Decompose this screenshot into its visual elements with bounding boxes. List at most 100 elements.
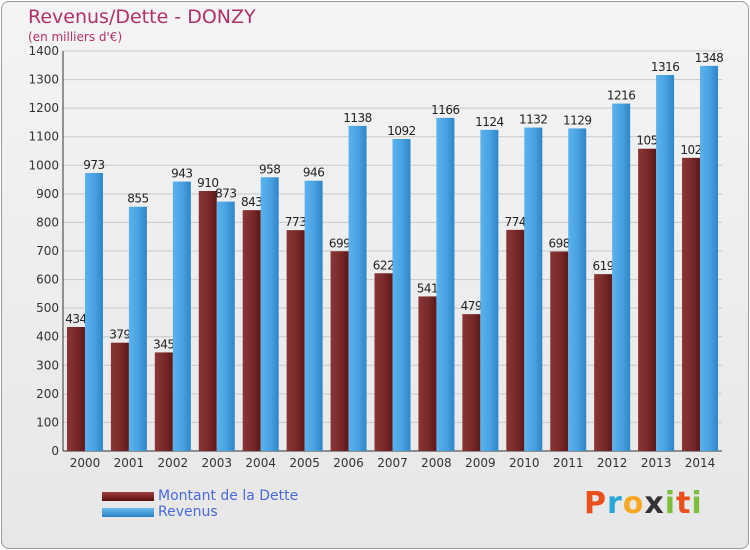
chart-title: Revenus/Dette - DONZY xyxy=(28,6,256,28)
y-tick-label: 400 xyxy=(36,330,59,344)
bar-debt xyxy=(242,210,261,451)
bar-debt xyxy=(682,157,701,451)
logo-letter: r xyxy=(607,486,623,521)
bar-debt xyxy=(550,251,569,451)
legend-label-debt: Montant de la Dette xyxy=(158,488,299,504)
bar-debt xyxy=(506,229,525,451)
logo-letter: i xyxy=(664,486,677,521)
bar-revenue xyxy=(392,139,411,451)
data-label-revenue: 1092 xyxy=(387,124,416,138)
bar-revenue xyxy=(524,127,543,452)
y-tick-label: 100 xyxy=(36,415,59,429)
bar-revenue xyxy=(216,201,235,451)
data-label-debt: 434 xyxy=(65,312,86,326)
logo-letter: o xyxy=(622,486,645,521)
bar-revenue xyxy=(480,129,499,451)
y-tick-label: 600 xyxy=(36,273,59,287)
data-label-debt: 345 xyxy=(153,337,174,351)
bar-revenue xyxy=(84,173,103,451)
y-tick-label: 1300 xyxy=(28,73,59,87)
y-tick-label: 800 xyxy=(36,215,59,229)
x-tick-label: 2005 xyxy=(289,456,320,470)
x-tick-label: 2004 xyxy=(245,456,276,470)
x-tick-label: 2007 xyxy=(377,456,408,470)
x-tick-label: 2003 xyxy=(201,456,232,470)
data-label-debt: 379 xyxy=(109,328,130,342)
data-label-revenue: 1166 xyxy=(431,103,460,117)
data-label-debt: 699 xyxy=(329,236,350,250)
data-label-revenue: 1132 xyxy=(519,113,548,127)
legend-item-debt: Montant de la Dette xyxy=(102,488,298,504)
data-label-debt: 105 xyxy=(636,134,657,148)
x-tick-label: 2001 xyxy=(114,456,145,470)
bar-revenue xyxy=(128,206,147,451)
legend-label-revenue: Revenus xyxy=(158,504,218,520)
legend: Montant de la Dette Revenus xyxy=(102,488,298,520)
bar-debt xyxy=(594,274,613,451)
x-tick-label: 2010 xyxy=(509,456,540,470)
bar-revenue xyxy=(260,177,279,452)
bar-debt xyxy=(66,327,85,451)
x-tick-label: 2012 xyxy=(597,456,628,470)
data-label-revenue: 946 xyxy=(303,166,324,180)
data-label-debt: 910 xyxy=(197,176,218,190)
x-tick-label: 2006 xyxy=(333,456,364,470)
bar-debt xyxy=(418,296,437,451)
y-tick-label: 200 xyxy=(36,387,59,401)
bar-debt xyxy=(110,342,129,451)
data-label-revenue: 873 xyxy=(215,187,236,201)
legend-item-revenue: Revenus xyxy=(102,504,298,520)
x-tick-label: 2014 xyxy=(685,456,716,470)
data-label-revenue: 973 xyxy=(83,158,104,172)
bar-revenue xyxy=(612,103,631,452)
bar-debt xyxy=(154,352,173,451)
bar-debt xyxy=(638,148,657,451)
data-label-debt: 843 xyxy=(241,195,262,209)
bar-debt xyxy=(374,273,393,451)
data-label-revenue: 943 xyxy=(171,167,192,181)
y-tick-label: 1000 xyxy=(28,158,59,172)
data-label-debt: 619 xyxy=(592,259,613,273)
y-tick-label: 1400 xyxy=(28,44,59,58)
bar-debt xyxy=(198,191,217,451)
bar-revenue xyxy=(700,65,719,451)
y-tick-label: 0 xyxy=(51,444,59,458)
chart-subtitle: (en milliers d'€) xyxy=(28,30,123,44)
y-tick-label: 900 xyxy=(36,187,59,201)
x-tick-label: 2013 xyxy=(641,456,672,470)
data-label-debt: 479 xyxy=(461,299,482,313)
x-tick-label: 2002 xyxy=(158,456,189,470)
data-label-revenue: 1129 xyxy=(563,113,592,127)
x-tick-label: 2008 xyxy=(421,456,452,470)
x-tick-label: 2011 xyxy=(553,456,584,470)
bar-revenue xyxy=(656,75,675,451)
bar-debt xyxy=(462,314,481,451)
legend-swatch-revenue xyxy=(102,507,154,517)
y-tick-label: 700 xyxy=(36,244,59,258)
x-tick-label: 2000 xyxy=(70,456,101,470)
data-label-revenue: 1216 xyxy=(607,89,636,103)
y-tick-label: 500 xyxy=(36,301,59,315)
data-label-debt: 698 xyxy=(549,237,570,251)
logo-letter: t xyxy=(676,486,692,521)
data-label-revenue: 1124 xyxy=(475,115,504,129)
data-label-revenue: 1138 xyxy=(343,111,372,125)
y-tick-label: 1100 xyxy=(28,130,59,144)
bar-revenue xyxy=(348,125,367,451)
proxiti-logo: Proxiti xyxy=(584,486,703,521)
data-label-debt: 774 xyxy=(505,215,526,229)
y-tick-label: 300 xyxy=(36,358,59,372)
data-label-revenue: 1348 xyxy=(695,51,724,65)
y-tick-label: 1200 xyxy=(28,101,59,115)
bar-revenue xyxy=(568,128,587,451)
logo-letter: x xyxy=(644,486,665,521)
data-label-revenue: 1316 xyxy=(651,60,680,74)
x-tick-label: 2009 xyxy=(465,456,496,470)
legend-swatch-debt xyxy=(102,491,154,501)
data-label-debt: 102 xyxy=(680,143,701,157)
data-label-revenue: 855 xyxy=(127,192,148,206)
bar-revenue xyxy=(172,181,191,452)
logo-letter: i xyxy=(691,486,703,521)
